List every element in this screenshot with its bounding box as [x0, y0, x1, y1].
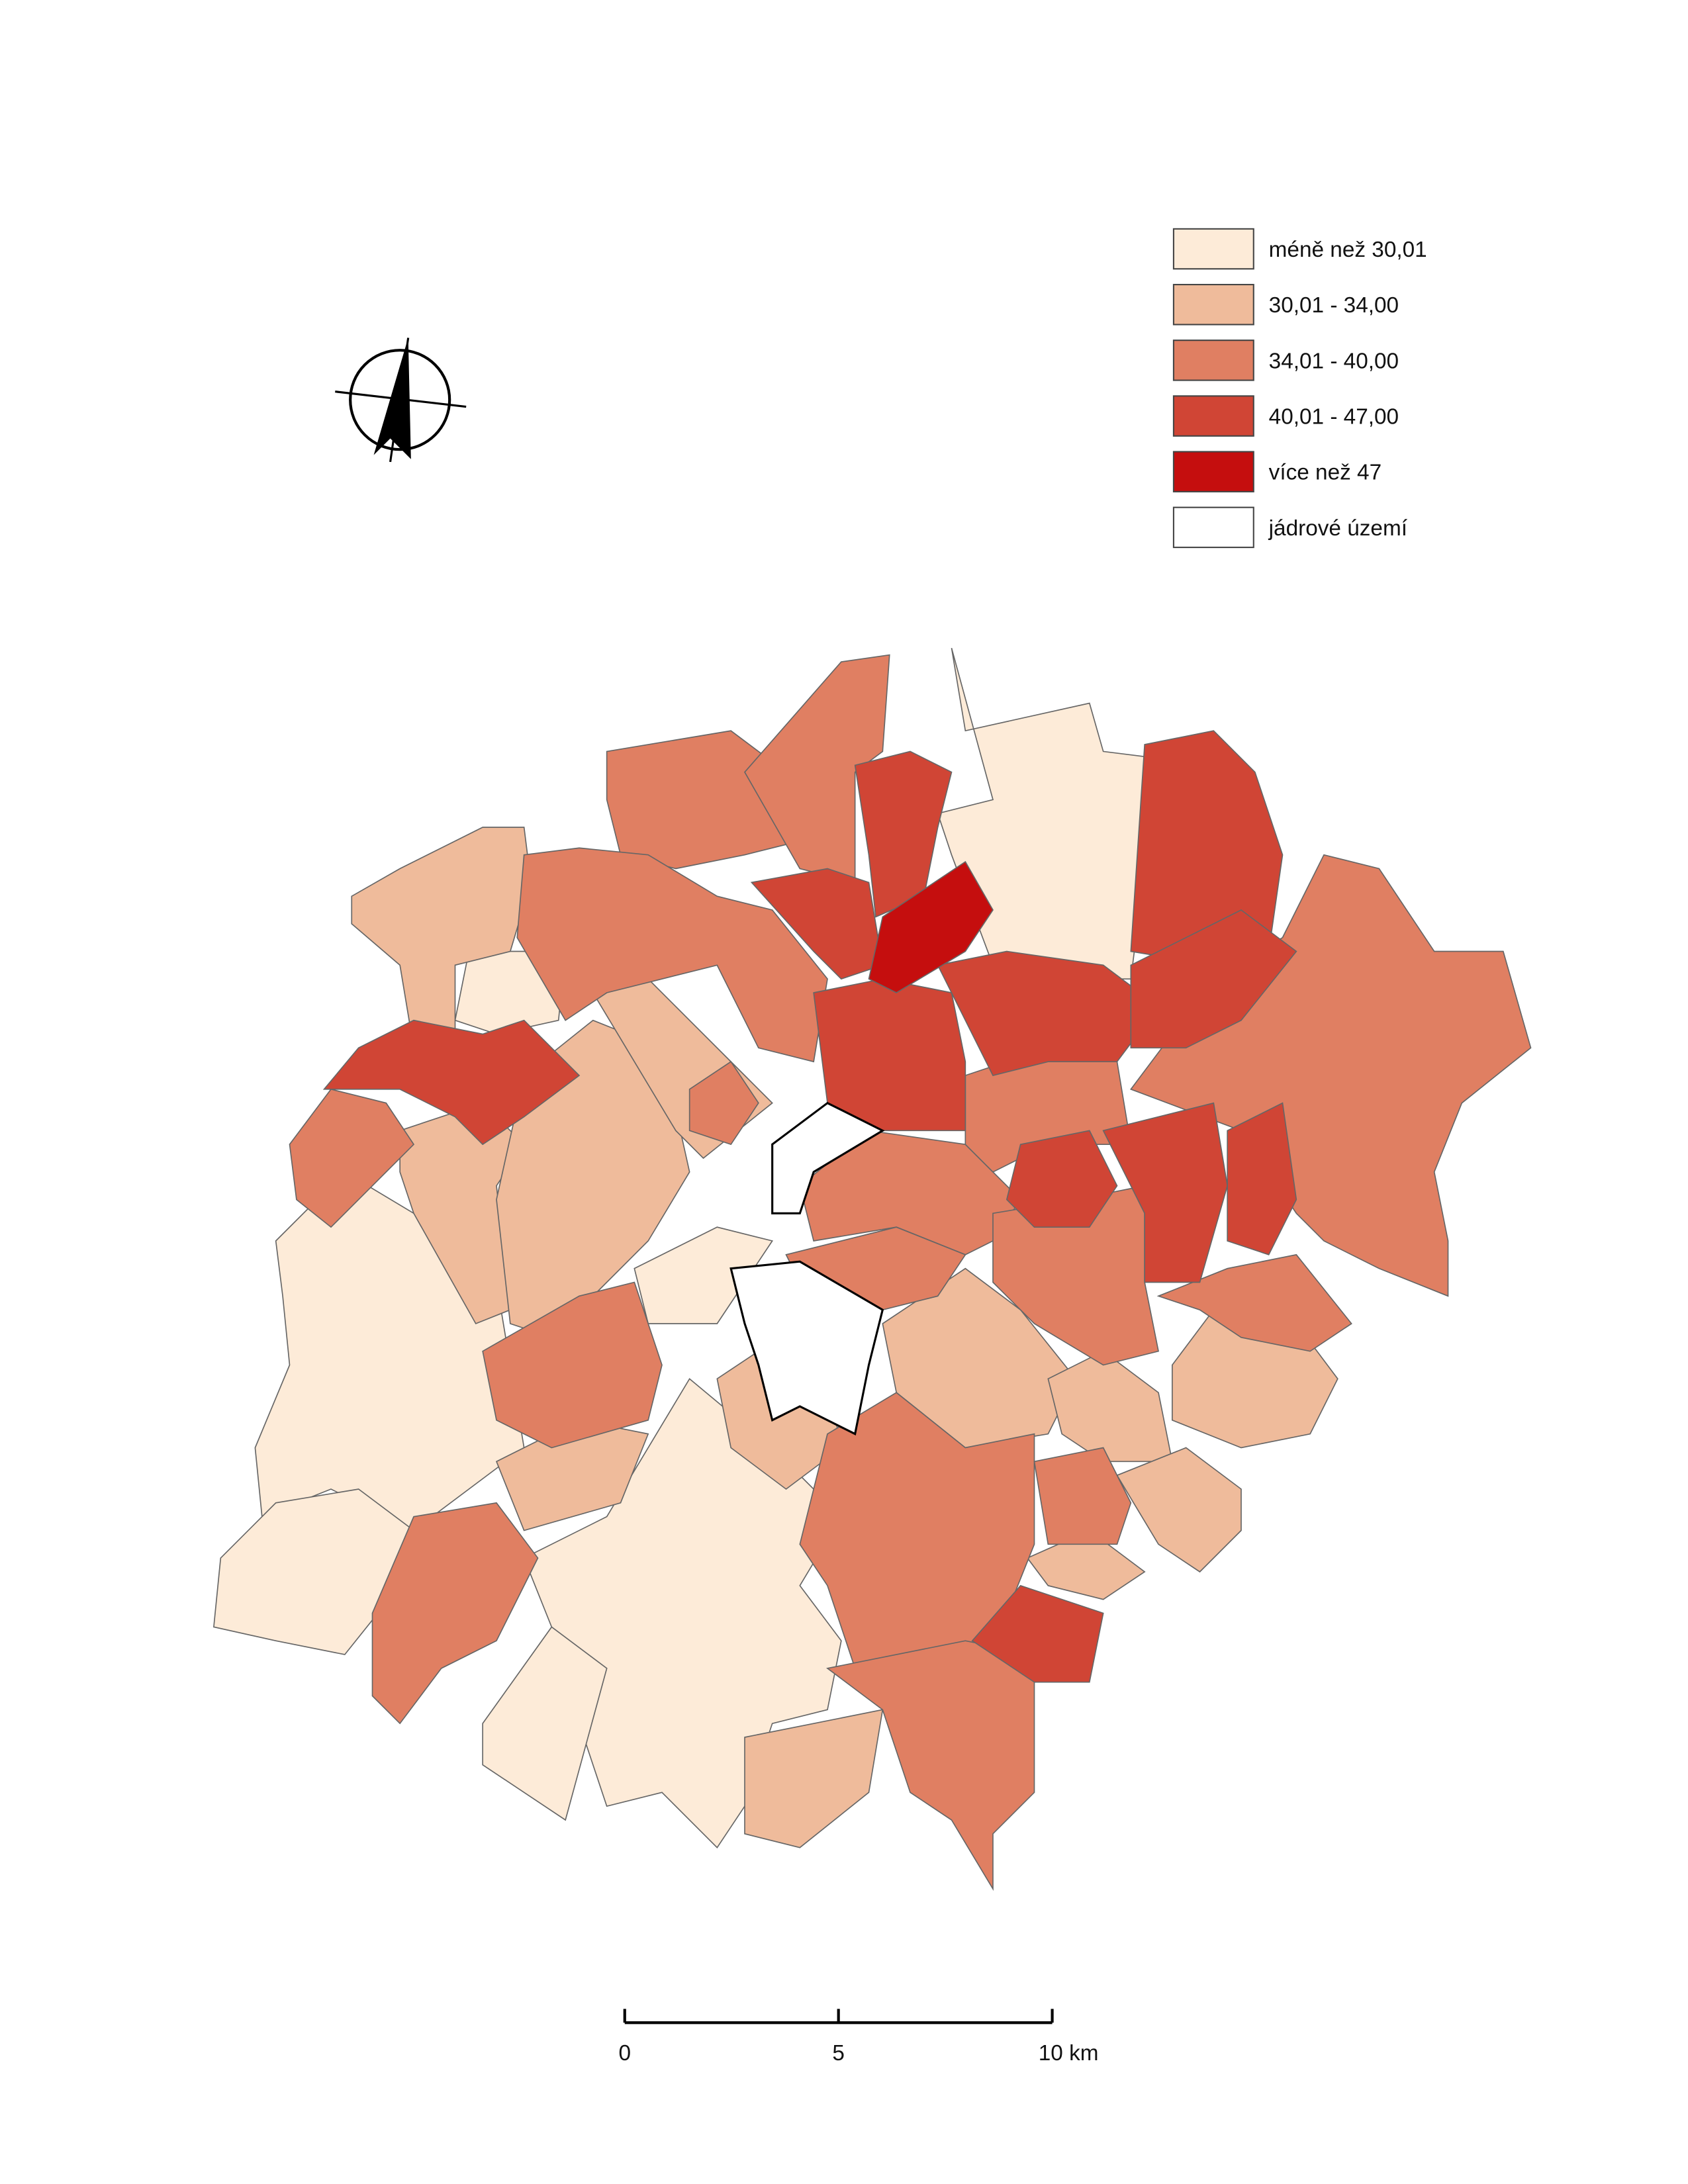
- district: [854, 751, 953, 918]
- district: [1033, 1447, 1132, 1545]
- district: [729, 1260, 884, 1435]
- legend-swatch: [1172, 451, 1254, 492]
- district: [868, 860, 994, 993]
- district: [322, 1019, 581, 1146]
- legend-label: 30,01 - 34,00: [1269, 293, 1399, 318]
- north-pointer: [373, 338, 411, 459]
- district: [516, 847, 828, 1063]
- district: [482, 1626, 608, 1821]
- legend-label: 40,01 - 47,00: [1269, 404, 1399, 429]
- district: [1102, 1102, 1229, 1283]
- district: [289, 1088, 415, 1228]
- district: [1130, 730, 1284, 966]
- district: [971, 1584, 1104, 1683]
- district: [744, 1709, 884, 1848]
- legend-label: méně než 30,01: [1269, 238, 1427, 262]
- district: [1116, 1447, 1242, 1573]
- district: [371, 1502, 539, 1725]
- legend-swatch: [1172, 283, 1254, 326]
- legend-swatch: [1172, 340, 1254, 381]
- district: [1156, 1253, 1352, 1352]
- district: [1130, 909, 1297, 1049]
- north-arrow: [335, 338, 467, 463]
- scale-label: 0: [618, 2041, 631, 2066]
- district: [482, 1281, 663, 1449]
- legend-label: jádrové území: [1268, 516, 1408, 541]
- districts: [213, 647, 1532, 1891]
- legend: méně než 30,01 30,01 - 34,00 34,01 - 40,00…: [1172, 228, 1427, 549]
- district: [1129, 854, 1532, 1297]
- scale-bar: 0 5 10 km: [618, 2009, 1099, 2066]
- north-circle: [349, 349, 451, 451]
- legend-swatch: [1172, 506, 1254, 549]
- legend-swatch: [1172, 228, 1254, 270]
- legend-label: více než 47: [1269, 461, 1382, 485]
- district: [771, 1101, 885, 1214]
- scale-label: 10 km: [1039, 2041, 1099, 2066]
- district: [688, 1061, 759, 1146]
- district: [1227, 1102, 1297, 1255]
- district: [1006, 1130, 1118, 1228]
- district: [351, 827, 532, 1049]
- legend-label: 34,01 - 40,00: [1269, 349, 1399, 373]
- scale-label: 5: [832, 2041, 845, 2066]
- legend-swatch: [1172, 395, 1254, 437]
